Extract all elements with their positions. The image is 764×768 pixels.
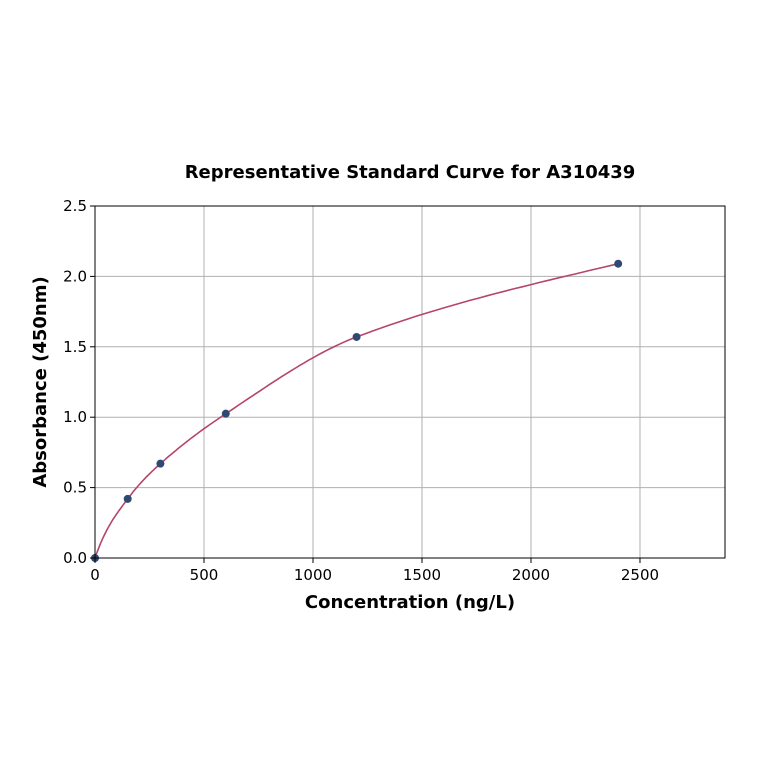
x-tick-label: 0 bbox=[90, 566, 100, 584]
y-tick-label: 2.0 bbox=[63, 267, 87, 285]
y-tick-label: 0.5 bbox=[63, 479, 87, 497]
x-tick-label: 1000 bbox=[294, 566, 332, 584]
y-ticks: 0.0 0.5 1.0 1.5 2.0 2.5 bbox=[63, 197, 95, 567]
fit-curve bbox=[94, 262, 619, 559]
x-tick-label: 500 bbox=[190, 566, 219, 584]
y-tick-label: 0.0 bbox=[63, 549, 87, 567]
y-tick-label: 2.5 bbox=[63, 197, 87, 215]
data-point bbox=[352, 332, 361, 341]
y-tick-label: 1.5 bbox=[63, 338, 87, 356]
grid bbox=[94, 205, 725, 559]
data-point bbox=[156, 459, 165, 468]
x-tick-label: 2000 bbox=[512, 566, 550, 584]
x-tick-label: 2500 bbox=[621, 566, 659, 584]
data-point bbox=[221, 409, 230, 418]
fit-curve-group bbox=[94, 262, 619, 559]
y-axis-label: Absorbance (450nm) bbox=[30, 276, 51, 487]
y-tick-label: 1.0 bbox=[63, 408, 87, 426]
x-axis-label: Concentration (ng/L) bbox=[305, 592, 515, 613]
plot-frame bbox=[94, 205, 726, 559]
x-tick-label: 1500 bbox=[403, 566, 441, 584]
chart-title: Representative Standard Curve for A31043… bbox=[185, 162, 636, 183]
data-points bbox=[91, 259, 623, 562]
data-point bbox=[614, 259, 623, 268]
x-ticks: 0 500 1000 1500 2000 2500 bbox=[90, 558, 659, 584]
data-point bbox=[123, 494, 132, 503]
